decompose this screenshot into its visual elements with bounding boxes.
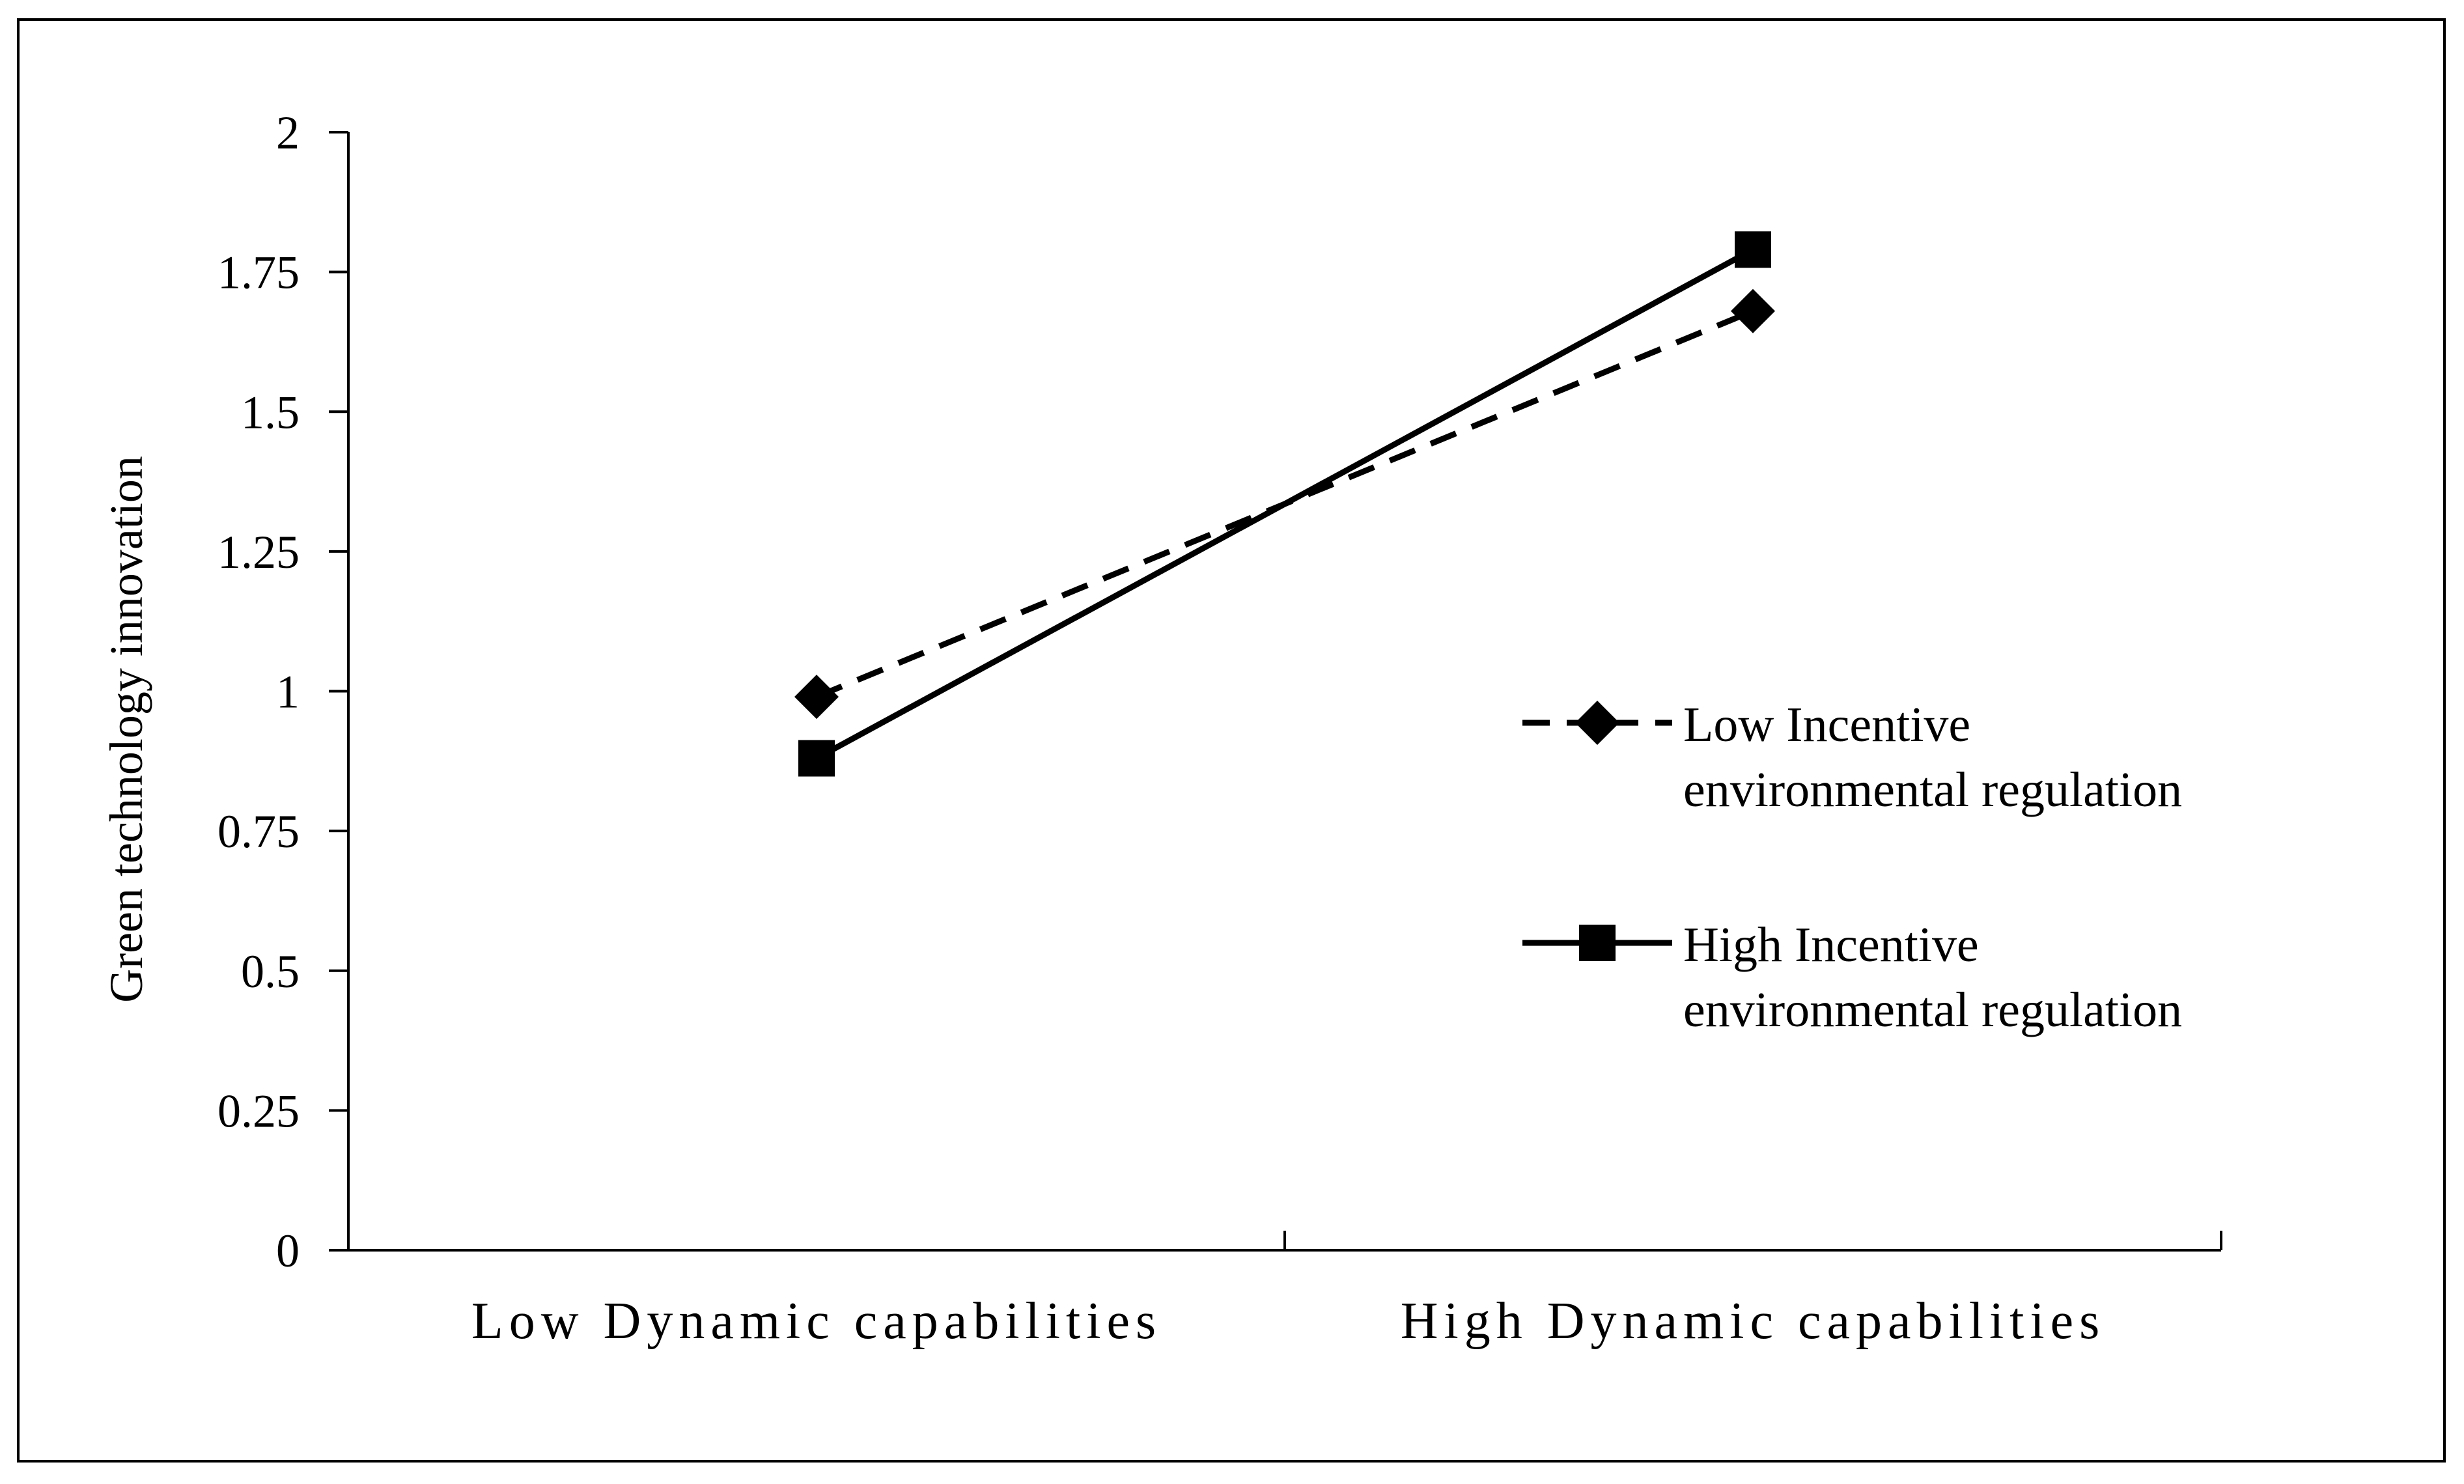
y-tick-label: 0.75: [217, 805, 300, 858]
chart-border: [17, 18, 2446, 1463]
legend-label: environmental regulation: [1683, 983, 2182, 1037]
series-markers: [794, 231, 1775, 777]
y-axis-title: Green technology innovation: [100, 456, 152, 1003]
legend: Low Incentive environmental regulation Hig…: [1522, 697, 2182, 1037]
x-axis-ticks: Low Dynamic capabilities High Dynamic cap…: [347, 1231, 2222, 1350]
y-tick-label: 0.5: [241, 945, 300, 998]
data-point-square: [1735, 231, 1771, 268]
legend-marker-diamond: [1575, 701, 1619, 745]
data-point-diamond: [1731, 288, 1775, 333]
legend-label: Low Incentive: [1683, 697, 1970, 752]
data-point-square: [798, 740, 835, 777]
x-category-label: Low Dynamic capabilities: [471, 1293, 1162, 1350]
data-point-diamond: [794, 675, 839, 720]
y-tick-label: 0: [276, 1225, 300, 1277]
y-tick-label: 1: [276, 666, 300, 718]
legend-label: High Incentive: [1683, 917, 1979, 972]
legend-label: environmental regulation: [1683, 763, 2182, 817]
y-axis-ticks: 0 0.25 0.5 0.75 1 1.25 1.5 1.75 2: [217, 107, 348, 1277]
y-tick-label: 1.5: [241, 386, 300, 438]
x-category-label: High Dynamic capabilities: [1401, 1293, 2106, 1350]
y-tick-label: 1.75: [217, 247, 300, 299]
series-line-2: [815, 247, 1755, 761]
series-lines: [815, 247, 1755, 761]
legend-marker-square: [1579, 925, 1616, 961]
y-tick-label: 0.25: [217, 1085, 300, 1137]
y-tick-label: 2: [276, 107, 300, 159]
y-tick-label: 1.25: [217, 526, 300, 578]
